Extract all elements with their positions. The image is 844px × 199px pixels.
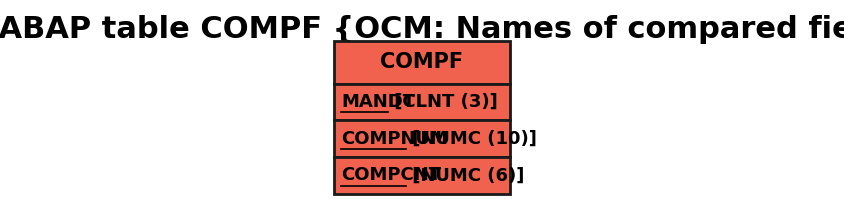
Text: SAP ABAP table COMPF {OCM: Names of compared fields}: SAP ABAP table COMPF {OCM: Names of comp… (0, 15, 844, 44)
Bar (333, 120, 511, 157)
Text: [NUMC (10)]: [NUMC (10)] (406, 130, 537, 148)
Text: [NUMC (6)]: [NUMC (6)] (406, 166, 525, 184)
Bar (333, 41, 511, 84)
Bar (333, 84, 511, 120)
Bar (333, 157, 511, 194)
Text: MANDT: MANDT (341, 93, 415, 111)
Text: COMPCNT: COMPCNT (341, 166, 441, 184)
Text: [CLNT (3)]: [CLNT (3)] (387, 93, 497, 111)
Text: COMPNUM: COMPNUM (341, 130, 448, 148)
Text: COMPF: COMPF (381, 52, 463, 72)
